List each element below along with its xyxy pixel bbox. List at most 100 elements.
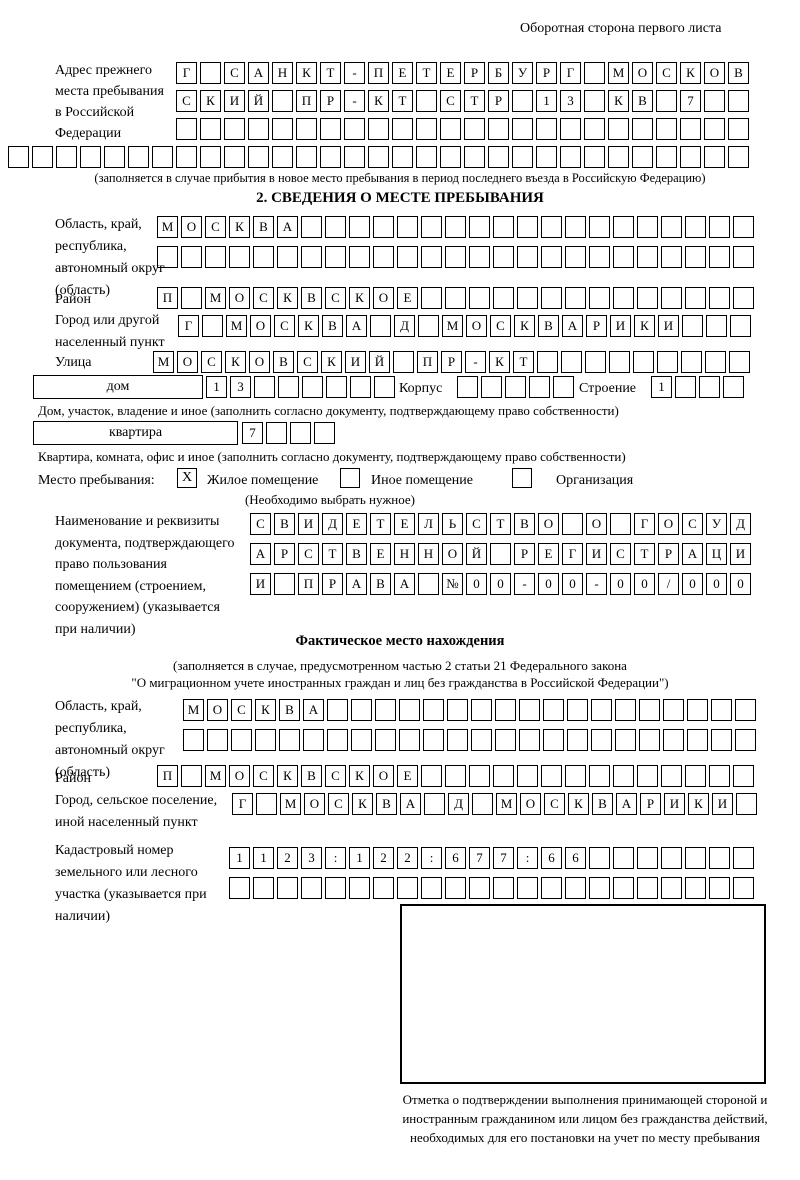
form-cell[interactable]: Т	[320, 62, 341, 84]
form-cell[interactable]	[519, 699, 540, 721]
form-cell[interactable]	[704, 90, 725, 112]
form-cell[interactable]: М	[442, 315, 463, 337]
form-cell[interactable]: С	[656, 62, 677, 84]
form-cell[interactable]: 0	[466, 573, 487, 595]
form-cell[interactable]	[661, 216, 682, 238]
doc-row-3[interactable]: И П Р А В А № 0 0-0 0-0 0/0 0 0	[250, 573, 751, 595]
form-cell[interactable]: Т	[370, 513, 391, 535]
form-cell[interactable]	[351, 729, 372, 751]
form-cell[interactable]: О	[373, 765, 394, 787]
form-cell[interactable]	[253, 877, 274, 899]
form-cell[interactable]: С	[682, 513, 703, 535]
form-cell[interactable]	[392, 118, 413, 140]
form-cell[interactable]	[231, 729, 252, 751]
form-cell[interactable]	[687, 699, 708, 721]
form-cell[interactable]: Й	[248, 90, 269, 112]
form-cell[interactable]	[661, 765, 682, 787]
form-cell[interactable]	[272, 146, 293, 168]
oblast2-row-2[interactable]	[183, 729, 756, 751]
form-cell[interactable]	[537, 351, 558, 373]
form-cell[interactable]	[543, 729, 564, 751]
form-cell[interactable]	[440, 118, 461, 140]
form-cell[interactable]: С	[224, 62, 245, 84]
form-cell[interactable]	[613, 287, 634, 309]
form-cell[interactable]: А	[682, 543, 703, 565]
form-cell[interactable]	[543, 699, 564, 721]
form-cell[interactable]: К	[255, 699, 276, 721]
form-cell[interactable]: И	[730, 543, 751, 565]
form-cell[interactable]: 0	[634, 573, 655, 595]
form-cell[interactable]	[589, 765, 610, 787]
form-cell[interactable]: Р	[658, 543, 679, 565]
form-cell[interactable]	[374, 376, 395, 398]
form-cell[interactable]: С	[201, 351, 222, 373]
form-cell[interactable]: /	[658, 573, 679, 595]
form-cell[interactable]: 7	[680, 90, 701, 112]
form-cell[interactable]	[397, 216, 418, 238]
form-cell[interactable]: 7	[493, 847, 514, 869]
form-cell[interactable]	[327, 699, 348, 721]
form-cell[interactable]	[445, 287, 466, 309]
form-cell[interactable]	[517, 216, 538, 238]
form-cell[interactable]	[80, 146, 101, 168]
form-cell[interactable]	[373, 877, 394, 899]
form-cell[interactable]	[469, 287, 490, 309]
form-cell[interactable]: Е	[440, 62, 461, 84]
form-cell[interactable]	[517, 877, 538, 899]
form-cell[interactable]: 6	[565, 847, 586, 869]
form-cell[interactable]	[488, 146, 509, 168]
form-cell[interactable]	[589, 216, 610, 238]
form-cell[interactable]	[375, 729, 396, 751]
form-cell[interactable]	[320, 118, 341, 140]
form-cell[interactable]	[536, 146, 557, 168]
kvartira-number-row[interactable]: 7	[242, 422, 335, 444]
form-cell[interactable]: П	[298, 573, 319, 595]
prev-address-row-3[interactable]	[176, 118, 749, 140]
form-cell[interactable]: О	[207, 699, 228, 721]
form-cell[interactable]	[229, 246, 250, 268]
form-cell[interactable]	[464, 146, 485, 168]
form-cell[interactable]	[613, 877, 634, 899]
form-cell[interactable]	[277, 246, 298, 268]
form-cell[interactable]	[567, 729, 588, 751]
form-cell[interactable]	[661, 877, 682, 899]
form-cell[interactable]: Е	[394, 513, 415, 535]
form-cell[interactable]: В	[632, 90, 653, 112]
form-cell[interactable]	[253, 246, 274, 268]
form-cell[interactable]	[481, 376, 502, 398]
form-cell[interactable]	[517, 765, 538, 787]
form-cell[interactable]: К	[608, 90, 629, 112]
form-cell[interactable]: 7	[242, 422, 263, 444]
form-cell[interactable]	[637, 287, 658, 309]
form-cell[interactable]	[416, 118, 437, 140]
form-cell[interactable]: С	[325, 287, 346, 309]
form-cell[interactable]	[685, 287, 706, 309]
form-cell[interactable]: О	[250, 315, 271, 337]
form-cell[interactable]	[256, 793, 277, 815]
form-cell[interactable]: К	[489, 351, 510, 373]
form-cell[interactable]	[399, 699, 420, 721]
form-cell[interactable]	[699, 376, 720, 398]
form-cell[interactable]: М	[205, 287, 226, 309]
form-cell[interactable]: 0	[562, 573, 583, 595]
form-cell[interactable]	[656, 118, 677, 140]
form-cell[interactable]: 3	[230, 376, 251, 398]
form-cell[interactable]	[200, 118, 221, 140]
form-cell[interactable]: А	[346, 573, 367, 595]
form-cell[interactable]: Р	[274, 543, 295, 565]
form-cell[interactable]	[609, 351, 630, 373]
form-cell[interactable]: А	[248, 62, 269, 84]
form-cell[interactable]	[368, 146, 389, 168]
form-cell[interactable]: В	[301, 765, 322, 787]
form-cell[interactable]	[536, 118, 557, 140]
form-cell[interactable]	[615, 729, 636, 751]
form-cell[interactable]: :	[517, 847, 538, 869]
form-cell[interactable]	[615, 699, 636, 721]
form-cell[interactable]: 0	[730, 573, 751, 595]
form-cell[interactable]	[709, 287, 730, 309]
form-cell[interactable]	[553, 376, 574, 398]
form-cell[interactable]: Т	[513, 351, 534, 373]
